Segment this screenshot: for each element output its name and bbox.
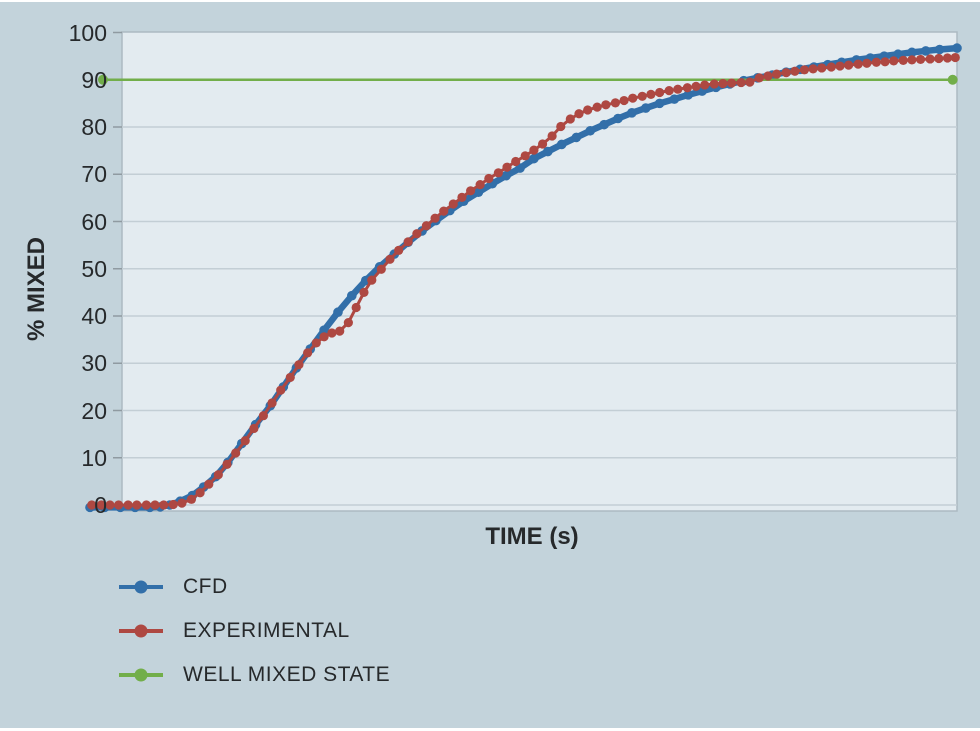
cfd-line-marker-icon — [119, 580, 163, 593]
y-tick-label: 50 — [81, 255, 107, 282]
well-mixed-state-line-marker-icon — [119, 668, 163, 681]
legend-label: CFD — [183, 574, 228, 598]
legend-item-cfd: CFD — [118, 573, 390, 600]
y-tick-label: 60 — [81, 208, 107, 235]
legend-item-experimental: EXPERIMENTAL — [118, 617, 390, 644]
y-tick-label: 40 — [81, 303, 107, 329]
y-tick-label: 30 — [81, 350, 107, 377]
y-tick-label: 100 — [68, 19, 107, 46]
legend-item-well-mixed-state: WELL MIXED STATE — [118, 661, 390, 688]
y-tick-label: 80 — [81, 114, 107, 140]
y-axis-title: % MIXED — [23, 236, 50, 342]
y-tick-label: 90 — [81, 66, 107, 93]
legend-label: WELL MIXED STATE — [183, 662, 391, 686]
y-tick-label: 20 — [81, 397, 107, 424]
y-tick-label: 10 — [81, 444, 107, 471]
y-tick-label: 70 — [81, 161, 107, 188]
y-tick-label: 0 — [94, 492, 107, 518]
x-axis-title: TIME (s) — [485, 523, 579, 550]
legend: CFD EXPERIMENTAL WELL MIXED STATE — [118, 573, 390, 688]
experimental-line-marker-icon — [119, 624, 163, 637]
legend-label: EXPERIMENTAL — [183, 618, 350, 642]
